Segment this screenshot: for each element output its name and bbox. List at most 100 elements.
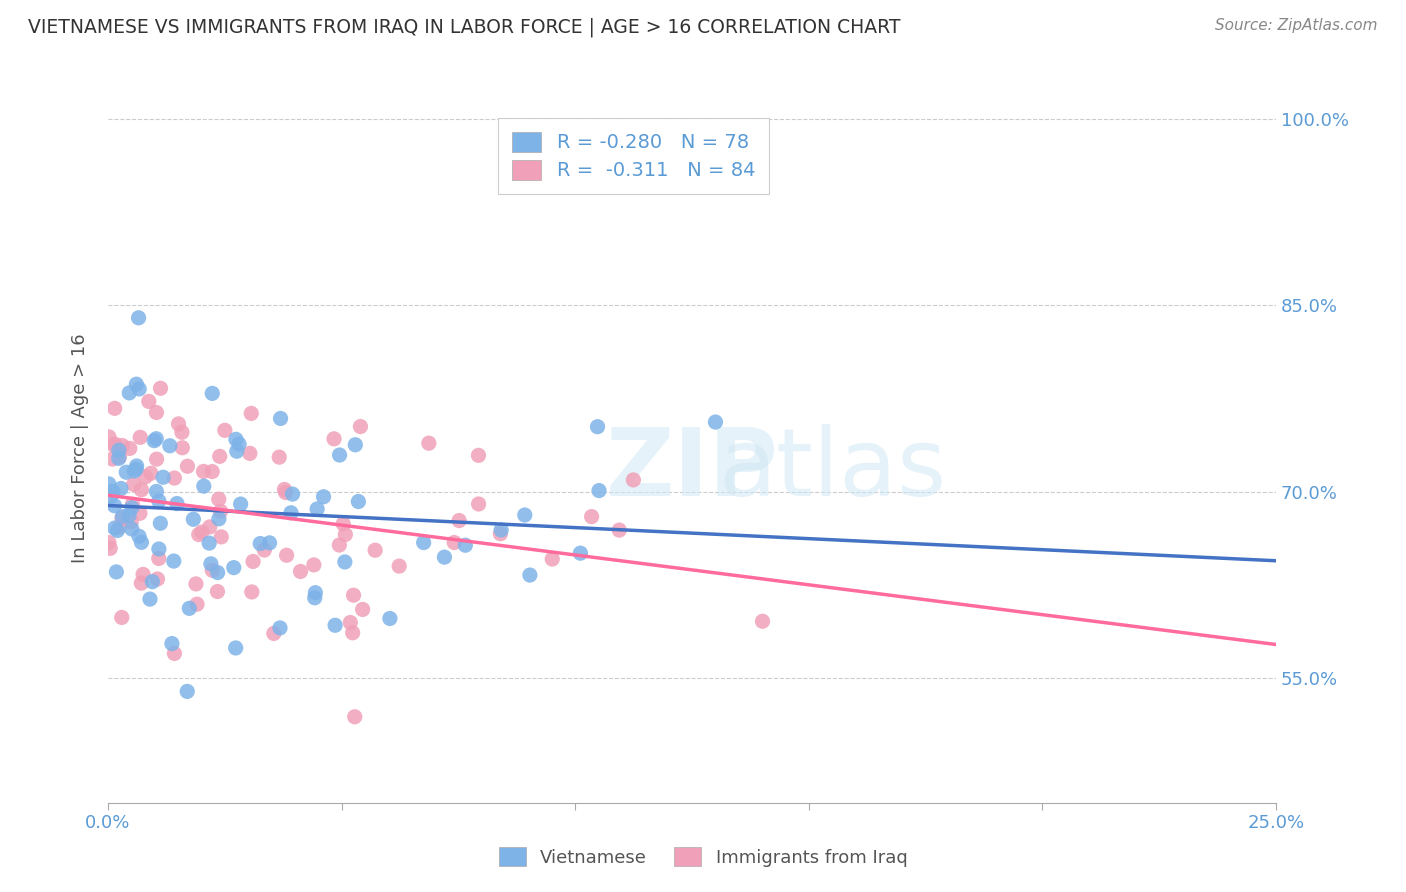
iraq [111,511,134,525]
iraq [163,647,186,661]
viet [148,494,170,508]
viet [229,497,252,511]
viet [149,516,172,531]
viet [128,529,150,543]
viet [148,541,170,556]
iraq [302,558,325,572]
viet [225,640,247,655]
iraq [209,530,232,544]
iraq [98,541,121,556]
viet [208,512,231,526]
iraq [146,572,169,586]
iraq [103,438,125,452]
viet [304,585,326,599]
viet [307,502,329,516]
iraq [342,588,364,602]
iraq [607,523,630,537]
viet [118,508,141,523]
iraq [332,516,354,531]
iraq [263,626,285,640]
iraq [343,710,366,724]
viet [131,535,153,549]
viet [141,574,163,589]
iraq [208,450,231,464]
iraq [443,535,465,549]
iraq [209,504,232,518]
viet [160,636,183,650]
iraq [129,506,152,520]
viet [704,415,727,429]
iraq [132,567,155,582]
iraq [118,442,141,456]
iraq [467,448,489,462]
viet [588,483,610,498]
iraq [145,452,167,467]
viet [103,499,125,513]
viet [304,591,326,605]
viet [111,509,134,524]
viet [139,592,162,607]
iraq [239,446,262,460]
iraq [145,405,167,419]
iraq [467,497,489,511]
iraq [339,615,361,630]
iraq [335,527,357,541]
iraq [388,559,411,574]
viet [104,521,127,535]
viet [198,536,221,550]
viet [118,385,141,400]
iraq [121,497,143,511]
iraq [364,543,387,558]
viet [125,458,148,473]
viet [225,433,247,447]
iraq [240,585,263,599]
iraq [135,469,157,483]
iraq [170,425,193,440]
viet [519,568,541,582]
viet [281,487,304,501]
iraq [276,548,298,562]
viet [312,490,335,504]
viet [323,618,346,632]
iraq [214,423,236,437]
Text: Source: ZipAtlas.com: Source: ZipAtlas.com [1215,18,1378,33]
iraq [253,543,276,558]
iraq [120,515,142,529]
iraq [172,441,194,455]
viet [97,476,120,491]
viet [207,566,229,580]
iraq [148,551,170,566]
iraq [328,538,350,552]
viet [569,546,592,560]
viet [269,621,291,635]
iraq [418,436,440,450]
iraq [274,485,297,500]
viet [513,508,536,522]
viet [101,484,124,499]
iraq [198,520,221,534]
iraq [167,417,190,431]
viet [152,470,174,484]
iraq [176,459,198,474]
viet [344,438,367,452]
viet [145,484,167,499]
iraq [108,450,131,464]
viet [228,437,250,451]
viet [259,536,281,550]
viet [108,443,131,458]
viet [222,560,245,574]
iraq [342,625,364,640]
viet [249,536,271,550]
viet [378,611,401,625]
viet [280,506,302,520]
viet [107,524,129,538]
viet [128,310,150,325]
viet [166,496,188,510]
iraq [163,471,186,485]
iraq [111,610,134,624]
iraq [581,509,603,524]
viet [122,464,145,478]
iraq [242,554,264,568]
viet [179,601,201,615]
viet [107,451,129,466]
